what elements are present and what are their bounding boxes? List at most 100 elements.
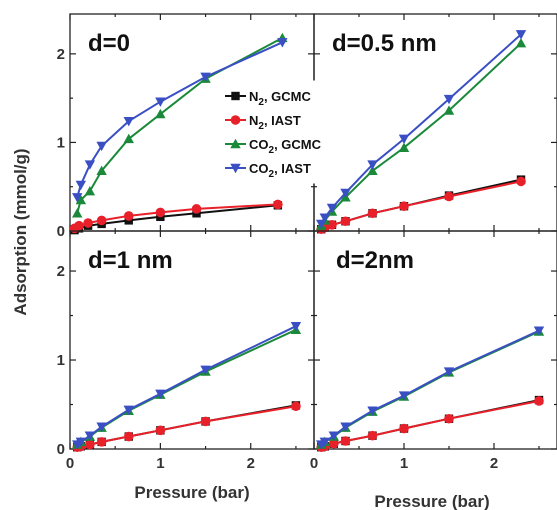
legend-marker bbox=[230, 138, 241, 149]
panel-d1: 0 1 2 0 1 2 d=1 nm bbox=[57, 230, 315, 472]
triangle-down-point bbox=[123, 405, 134, 416]
triangle-down-point bbox=[367, 406, 378, 416]
triangle-down-point bbox=[75, 437, 87, 448]
triangle-down-point bbox=[533, 326, 545, 336]
triangle-down-point bbox=[72, 193, 83, 203]
y-tick-label: 2 bbox=[57, 46, 65, 63]
x-axis-title-right: Pressure (bar) bbox=[374, 492, 489, 510]
series-line bbox=[320, 180, 522, 231]
circle-point bbox=[399, 201, 409, 211]
circle-point bbox=[96, 215, 107, 226]
series-line bbox=[320, 330, 540, 446]
legend-entry: CO2, IAST bbox=[225, 161, 311, 180]
circle-point bbox=[191, 204, 202, 214]
panel-label: d=1 nm bbox=[88, 247, 173, 274]
series-line bbox=[320, 400, 540, 449]
circle-point bbox=[340, 216, 351, 227]
y-tick-label: 2 bbox=[57, 263, 65, 280]
legend-entry: CO2, GCMC bbox=[225, 137, 322, 156]
triangle-down-point bbox=[316, 219, 327, 230]
circle-point bbox=[444, 191, 454, 202]
legend-entry: N2, GCMC bbox=[225, 89, 312, 108]
triangle-down-point bbox=[84, 431, 96, 441]
circle-point bbox=[399, 423, 409, 434]
triangle-up-point bbox=[75, 194, 87, 205]
circle-point bbox=[367, 208, 378, 219]
circle-point bbox=[96, 437, 107, 447]
legend-label: CO2, IAST bbox=[249, 161, 311, 180]
panel-label: d=0.5 nm bbox=[332, 30, 437, 57]
circle-point bbox=[340, 436, 351, 446]
circle-point bbox=[273, 199, 283, 210]
series-line bbox=[320, 33, 522, 225]
triangle-up-point bbox=[72, 208, 83, 218]
triangle-up-point bbox=[515, 38, 527, 48]
triangle-up-point bbox=[123, 133, 134, 144]
x-tick-label: 1 bbox=[400, 455, 408, 472]
circle-point bbox=[123, 211, 134, 221]
series-line bbox=[320, 329, 540, 446]
panel-label: d=2nm bbox=[336, 247, 414, 274]
x-axis-title-left: Pressure (bar) bbox=[134, 483, 249, 502]
panel-d05: d=0.5 nm bbox=[313, 13, 557, 235]
triangle-down-point bbox=[340, 188, 351, 199]
triangle-down-point bbox=[96, 422, 107, 432]
triangle-down-point bbox=[443, 367, 455, 377]
circle-point bbox=[83, 218, 93, 228]
legend-entry: N2, IAST bbox=[225, 113, 301, 132]
triangle-up-point bbox=[155, 108, 166, 119]
triangle-up-point bbox=[443, 105, 455, 115]
triangle-down-point bbox=[84, 160, 96, 170]
legend-marker bbox=[230, 163, 241, 174]
circle-point bbox=[327, 220, 337, 230]
x-tick-label: 2 bbox=[490, 455, 498, 472]
series-line bbox=[320, 42, 522, 227]
triangle-down-point bbox=[328, 431, 339, 441]
circle-point bbox=[534, 396, 544, 406]
circle-point bbox=[329, 438, 339, 449]
triangle-down-point bbox=[290, 322, 302, 332]
triangle-down-point bbox=[155, 97, 166, 107]
legend-label: N2, GCMC bbox=[249, 89, 312, 108]
y-tick-label: 1 bbox=[57, 134, 65, 151]
legend: N2, GCMC N2, IAST CO2, GCMC CO2, IAST bbox=[221, 80, 347, 184]
panel-label: d=0 bbox=[88, 30, 130, 57]
triangle-up-point bbox=[367, 165, 378, 175]
triangle-down-point bbox=[398, 134, 410, 145]
y-axis-title: Adsorption (mmol/g) bbox=[11, 148, 30, 315]
circle-point bbox=[74, 220, 84, 231]
x-tick-label: 1 bbox=[156, 455, 164, 472]
triangle-up-point bbox=[84, 185, 96, 196]
legend-marker bbox=[230, 115, 241, 125]
triangle-up-point bbox=[96, 165, 107, 175]
triangle-down-point bbox=[277, 38, 288, 48]
circle-point bbox=[123, 431, 134, 442]
circle-point bbox=[85, 439, 95, 450]
y-tick-label: 1 bbox=[57, 352, 65, 369]
x-tick-label: 2 bbox=[247, 455, 255, 472]
triangle-down-point bbox=[155, 389, 166, 400]
circle-point bbox=[291, 401, 301, 412]
triangle-down-point bbox=[367, 160, 378, 170]
triangle-down-point bbox=[326, 203, 338, 214]
series-line bbox=[76, 328, 297, 446]
panels-layer: 0 1 2 d=0 d=0.5 nm 0 1 2 0 1 2 d=1 nm 0 1 2 d=2nm bbox=[57, 13, 557, 472]
triangle-down-point bbox=[200, 365, 211, 376]
circle-point bbox=[367, 430, 378, 441]
triangle-down-point bbox=[340, 422, 351, 432]
triangle-down-point bbox=[319, 213, 330, 223]
triangle-down-point bbox=[75, 180, 87, 191]
legend-marker bbox=[231, 91, 240, 101]
x-tick-label: 0 bbox=[310, 455, 318, 472]
legend-box bbox=[221, 80, 347, 184]
y-tick-label: 0 bbox=[57, 223, 65, 240]
triangle-up-point bbox=[398, 142, 410, 152]
circle-point bbox=[155, 425, 166, 436]
triangle-down-point bbox=[200, 72, 211, 83]
triangle-down-point bbox=[319, 437, 330, 448]
triangle-down-point bbox=[96, 141, 107, 152]
triangle-down-point bbox=[123, 116, 134, 127]
series-line bbox=[76, 405, 297, 449]
circle-point bbox=[516, 176, 526, 187]
